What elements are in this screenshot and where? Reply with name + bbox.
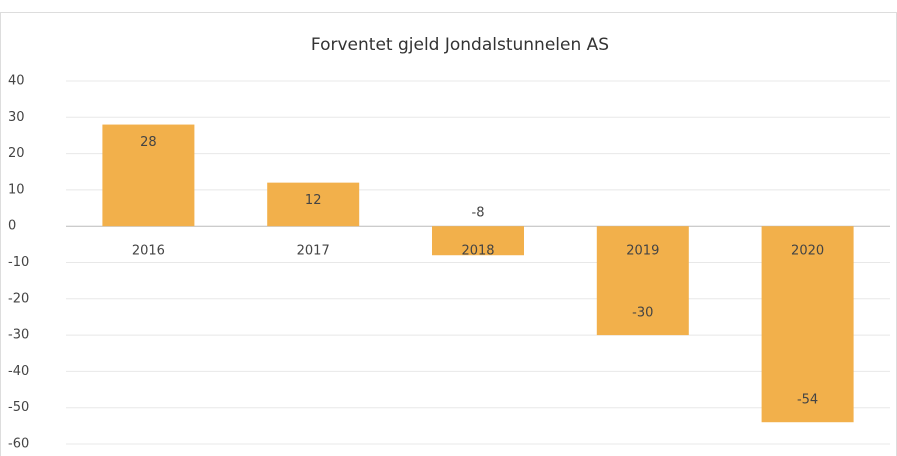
data-label: 28 [140,135,157,150]
data-label: -30 [632,306,653,321]
chart-title: Forventet gjeld Jondalstunnelen AS [311,35,609,55]
data-label: 12 [305,193,322,208]
x-tick-label: 2020 [791,244,824,259]
y-tick-label: -20 [8,291,29,306]
y-tick-label: -50 [8,400,29,415]
data-label: -8 [472,206,485,221]
bar [102,124,195,227]
x-tick-label: 2019 [626,244,659,259]
y-tick-label: 10 [8,182,25,197]
data-label: -54 [797,393,818,408]
y-tick-label: 40 [8,74,25,89]
bar [596,226,689,336]
x-tick-label: 2018 [461,244,494,259]
bar [267,182,360,227]
y-tick-label: 20 [8,146,25,161]
x-tick-label: 2016 [132,244,165,259]
bar [432,226,524,256]
y-tick-label: -30 [8,328,29,343]
bar [761,226,854,423]
x-tick-label: 2017 [297,244,330,259]
y-tick-label: -40 [8,364,29,379]
y-tick-label: -10 [8,255,29,270]
y-tick-label: 30 [8,110,25,125]
y-tick-label: -60 [8,437,29,452]
y-tick-label: 0 [8,219,16,234]
